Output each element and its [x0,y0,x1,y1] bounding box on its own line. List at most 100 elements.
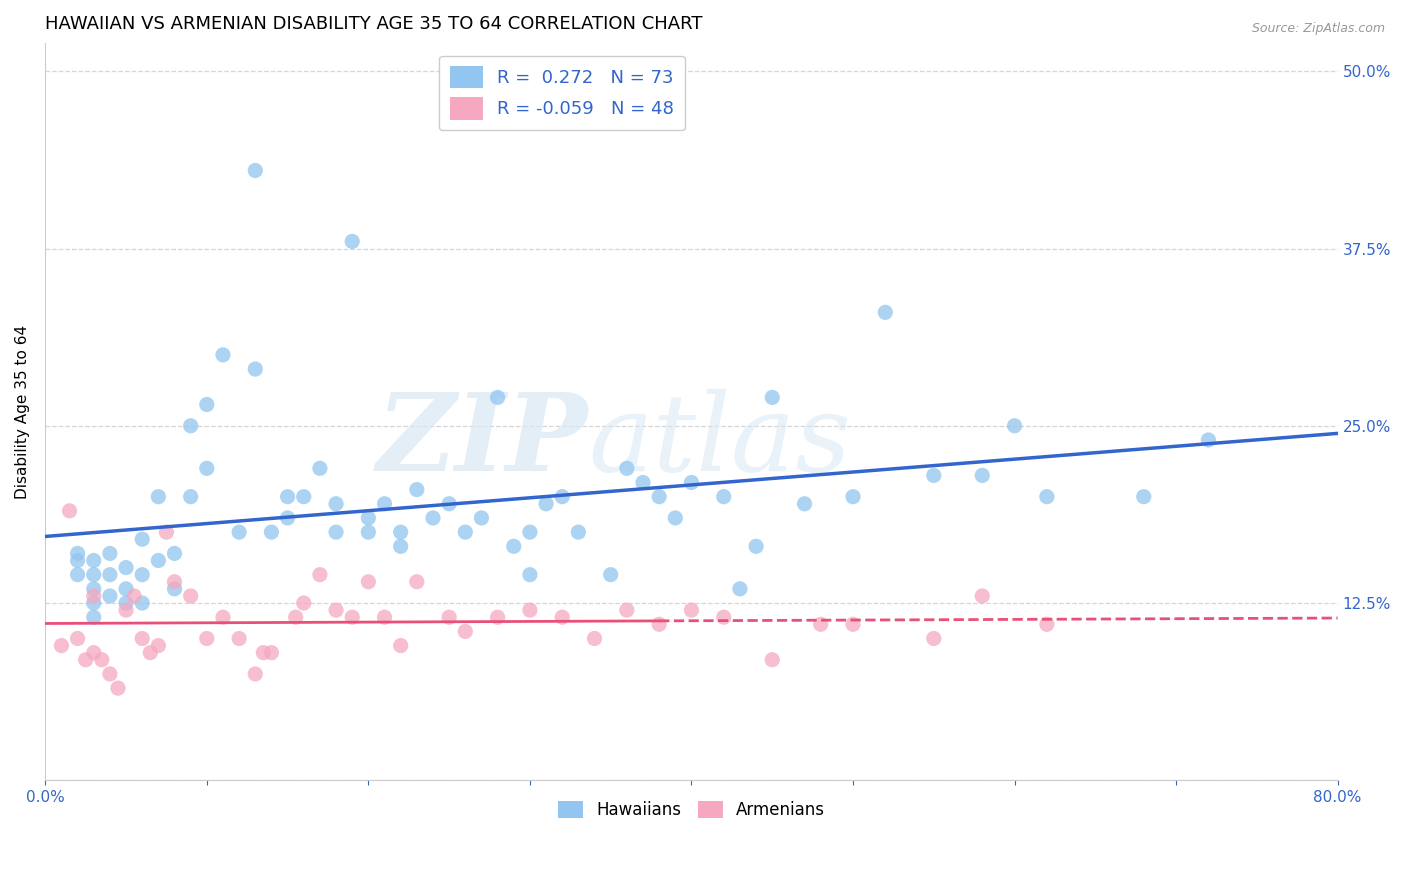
Point [245,362,267,376]
Point [66,553,89,567]
Point [664,511,686,525]
Point [98,567,121,582]
Point [148,553,170,567]
Point [1036,490,1059,504]
Point [98,546,121,560]
Point [405,574,427,589]
Point [842,617,865,632]
Point [357,574,380,589]
Point [139,646,162,660]
Point [260,525,283,540]
Point [107,681,129,695]
Point [373,610,395,624]
Point [83,582,105,596]
Point [131,567,153,582]
Point [389,525,412,540]
Point [502,539,524,553]
Text: ZIP: ZIP [377,388,588,494]
Point [616,603,638,617]
Point [83,646,105,660]
Point [180,418,202,433]
Point [842,490,865,504]
Point [437,497,460,511]
Point [115,560,138,574]
Point [810,617,832,632]
Point [131,632,153,646]
Point [567,525,589,540]
Point [713,610,735,624]
Point [405,483,427,497]
Point [277,490,299,504]
Point [122,589,145,603]
Point [648,490,671,504]
Point [309,461,332,475]
Point [972,468,994,483]
Point [713,490,735,504]
Point [309,567,332,582]
Point [277,511,299,525]
Point [195,461,218,475]
Point [260,646,283,660]
Point [66,567,89,582]
Point [631,475,654,490]
Point [325,525,347,540]
Point [761,391,783,405]
Point [922,468,945,483]
Point [761,653,783,667]
Point [793,497,815,511]
Point [422,511,444,525]
Point [195,632,218,646]
Point [228,632,250,646]
Point [163,574,186,589]
Point [292,490,315,504]
Legend: Hawaiians, Armenians: Hawaiians, Armenians [550,792,834,827]
Point [648,617,671,632]
Point [58,504,80,518]
Text: HAWAIIAN VS ARMENIAN DISABILITY AGE 35 TO 64 CORRELATION CHART: HAWAIIAN VS ARMENIAN DISABILITY AGE 35 T… [45,15,703,33]
Point [252,646,274,660]
Point [389,639,412,653]
Point [325,603,347,617]
Point [180,589,202,603]
Point [115,603,138,617]
Y-axis label: Disability Age 35 to 64: Disability Age 35 to 64 [15,325,30,499]
Point [195,397,218,411]
Text: Source: ZipAtlas.com: Source: ZipAtlas.com [1251,22,1385,36]
Point [534,497,557,511]
Point [284,610,307,624]
Point [681,475,703,490]
Point [519,603,541,617]
Point [437,610,460,624]
Point [454,525,477,540]
Point [148,490,170,504]
Point [212,610,235,624]
Point [486,391,509,405]
Point [245,667,267,681]
Point [90,653,112,667]
Point [745,539,768,553]
Point [342,610,364,624]
Point [1133,490,1156,504]
Point [389,539,412,553]
Point [98,667,121,681]
Point [83,553,105,567]
Point [75,653,97,667]
Point [66,632,89,646]
Point [519,567,541,582]
Point [357,511,380,525]
Point [972,589,994,603]
Point [83,596,105,610]
Point [163,546,186,560]
Point [875,305,897,319]
Point [83,610,105,624]
Point [519,525,541,540]
Point [131,533,153,547]
Point [728,582,751,596]
Point [681,603,703,617]
Point [357,525,380,540]
Point [551,610,574,624]
Point [163,582,186,596]
Point [228,525,250,540]
Point [83,589,105,603]
Point [373,497,395,511]
